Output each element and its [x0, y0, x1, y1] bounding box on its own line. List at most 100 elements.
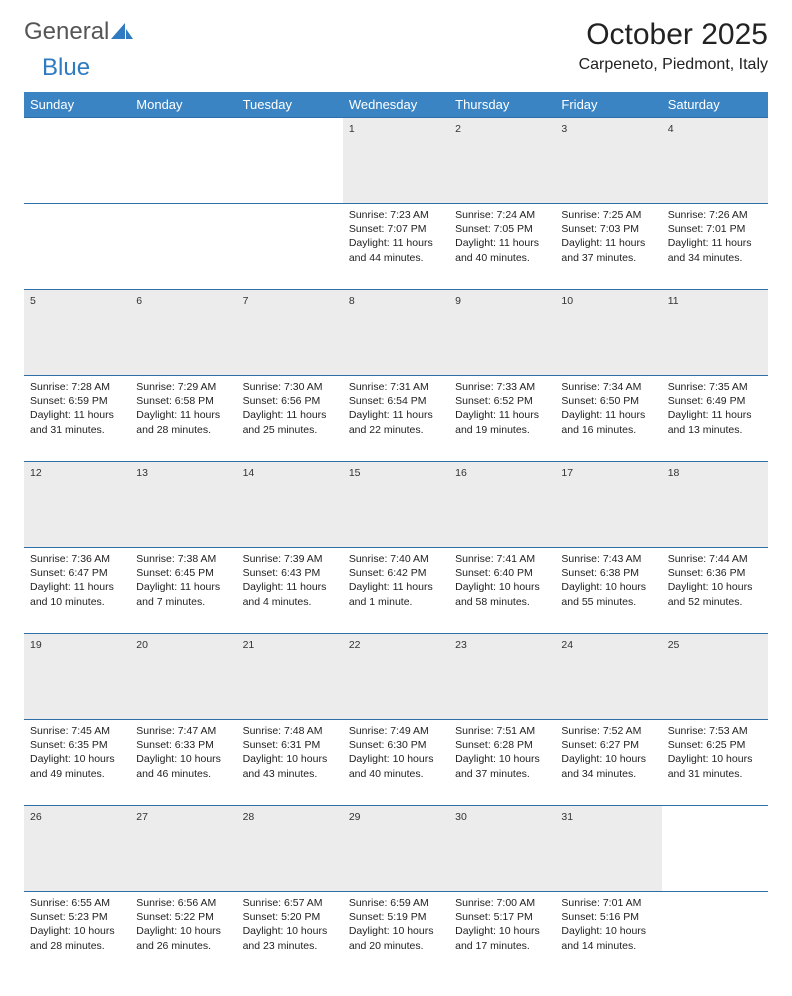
sunset-line: Sunset: 5:19 PM	[349, 911, 427, 923]
sunset-line: Sunset: 6:58 PM	[136, 395, 214, 407]
daylight-line1: Daylight: 10 hours	[561, 925, 646, 937]
sunrise-line: Sunrise: 7:30 AM	[243, 381, 323, 393]
daylight-line1: Daylight: 11 hours	[455, 409, 539, 421]
daynum-row: 262728293031	[24, 806, 768, 892]
day-detail-cell	[130, 204, 236, 290]
detail-row: Sunrise: 7:28 AMSunset: 6:59 PMDaylight:…	[24, 376, 768, 462]
day-detail-cell: Sunrise: 7:35 AMSunset: 6:49 PMDaylight:…	[662, 376, 768, 462]
daylight-line1: Daylight: 10 hours	[243, 753, 328, 765]
daynum-row: 1234	[24, 118, 768, 204]
sunrise-line: Sunrise: 7:47 AM	[136, 725, 216, 737]
daylight-line2: and 14 minutes.	[561, 940, 636, 952]
daylight-line1: Daylight: 11 hours	[243, 409, 327, 421]
daylight-line2: and 10 minutes.	[30, 596, 105, 608]
daylight-line2: and 4 minutes.	[243, 596, 312, 608]
day-number-cell: 16	[449, 462, 555, 548]
sunset-line: Sunset: 6:40 PM	[455, 567, 533, 579]
daylight-line1: Daylight: 11 hours	[561, 409, 645, 421]
sunset-line: Sunset: 6:31 PM	[243, 739, 321, 751]
day-number-cell: 18	[662, 462, 768, 548]
day-detail-cell: Sunrise: 7:31 AMSunset: 6:54 PMDaylight:…	[343, 376, 449, 462]
daylight-line2: and 44 minutes.	[349, 252, 424, 264]
day-detail-cell: Sunrise: 7:52 AMSunset: 6:27 PMDaylight:…	[555, 720, 661, 806]
daynum-row: 12131415161718	[24, 462, 768, 548]
day-detail-cell: Sunrise: 7:47 AMSunset: 6:33 PMDaylight:…	[130, 720, 236, 806]
sunrise-line: Sunrise: 7:39 AM	[243, 553, 323, 565]
daylight-line1: Daylight: 10 hours	[561, 581, 646, 593]
daylight-line2: and 43 minutes.	[243, 768, 318, 780]
calendar-table: Sunday Monday Tuesday Wednesday Thursday…	[24, 92, 768, 978]
day-detail-cell: Sunrise: 6:59 AM Sunset: 5:19 PM Daylight:…	[343, 892, 449, 978]
brand-part2: Blue	[42, 54, 90, 81]
day-number-cell: 7	[237, 290, 343, 376]
day-detail-cell	[662, 892, 768, 978]
sunrise-line: Sunrise: 7:41 AM	[455, 553, 535, 565]
day-number-cell: 6	[130, 290, 236, 376]
day-number-cell: 31	[555, 806, 661, 892]
day-number-cell: 1	[343, 118, 449, 204]
day-detail-cell: Sunrise: 7:48 AM Sunset: 6:31 PM Daylight:…	[237, 720, 343, 806]
sunset-line: Sunset: 5:20 PM	[243, 911, 321, 923]
sunrise-line: Sunrise: 6:59 AM	[349, 897, 429, 909]
daylight-line1: Daylight: 10 hours	[668, 581, 753, 593]
daylight-line1: Daylight: 11 hours	[243, 581, 327, 593]
day-detail-cell: Sunrise: 7:26 AMSunset: 7:01 PMDaylight:…	[662, 204, 768, 290]
sunrise-line: Sunrise: 7:01 AM	[561, 897, 641, 909]
sunset-line: Sunset: 6:59 PM	[30, 395, 108, 407]
daylight-line1: Daylight: 11 hours	[349, 409, 433, 421]
daylight-line2: and 19 minutes.	[455, 424, 530, 436]
day-number-cell: 2	[449, 118, 555, 204]
sunset-line: Sunset: 7:07 PM	[349, 223, 427, 235]
day-number-cell: 13	[130, 462, 236, 548]
sunrise-line: Sunrise: 7:38 AM	[136, 553, 216, 565]
daylight-line2: and 25 minutes.	[243, 424, 318, 436]
day-detail-cell: Sunrise: 7:28 AMSunset: 6:59 PMDaylight:…	[24, 376, 130, 462]
sunset-line: Sunset: 5:17 PM	[455, 911, 533, 923]
sunrise-line: Sunrise: 7:31 AM	[349, 381, 429, 393]
weekday-header: Saturday	[662, 92, 768, 118]
day-detail-cell: Sunrise: 7:00 AMSunset: 5:17 PMDaylight:…	[449, 892, 555, 978]
sunset-line: Sunset: 6:52 PM	[455, 395, 533, 407]
weekday-header-row: Sunday Monday Tuesday Wednesday Thursday…	[24, 92, 768, 118]
day-number-cell: 28	[237, 806, 343, 892]
day-detail-cell: Sunrise: 7:24 AMSunset: 7:05 PMDaylight:…	[449, 204, 555, 290]
daylight-line1: Daylight: 10 hours	[349, 925, 434, 937]
daylight-line1: Daylight: 10 hours	[668, 753, 753, 765]
day-number-cell: 30	[449, 806, 555, 892]
day-detail-cell: Sunrise: 7:44 AMSunset: 6:36 PMDaylight:…	[662, 548, 768, 634]
weekday-header: Thursday	[449, 92, 555, 118]
daylight-line1: Daylight: 11 hours	[30, 581, 114, 593]
daylight-line2: and 58 minutes.	[455, 596, 530, 608]
sunset-line: Sunset: 6:25 PM	[668, 739, 746, 751]
day-number-cell: 29	[343, 806, 449, 892]
day-detail-cell: Sunrise: 6:56 AMSunset: 5:22 PMDaylight:…	[130, 892, 236, 978]
day-number-cell: 27	[130, 806, 236, 892]
day-detail-cell: Sunrise: 7:45 AMSunset: 6:35 PMDaylight:…	[24, 720, 130, 806]
sunrise-line: Sunrise: 6:56 AM	[136, 897, 216, 909]
daylight-line1: Daylight: 10 hours	[561, 753, 646, 765]
sunset-line: Sunset: 5:23 PM	[30, 911, 108, 923]
day-number-cell: 4	[662, 118, 768, 204]
day-detail-cell: Sunrise: 7:23 AMSunset: 7:07 PMDaylight:…	[343, 204, 449, 290]
day-number-cell: 10	[555, 290, 661, 376]
daylight-line2: and 16 minutes.	[561, 424, 636, 436]
day-detail-cell: Sunrise: 7:38 AMSunset: 6:45 PMDaylight:…	[130, 548, 236, 634]
sunrise-line: Sunrise: 7:45 AM	[30, 725, 110, 737]
day-detail-cell: Sunrise: 6:55 AMSunset: 5:23 PMDaylight:…	[24, 892, 130, 978]
day-number-cell: 14	[237, 462, 343, 548]
daylight-line2: and 28 minutes.	[136, 424, 211, 436]
day-number-cell: 23	[449, 634, 555, 720]
sunrise-line: Sunrise: 7:48 AM	[243, 725, 323, 737]
daylight-line2: and 23 minutes.	[243, 940, 318, 952]
daylight-line1: Daylight: 10 hours	[30, 925, 115, 937]
daynum-row: 567891011	[24, 290, 768, 376]
sunset-line: Sunset: 5:16 PM	[561, 911, 639, 923]
daylight-line2: and 22 minutes.	[349, 424, 424, 436]
daylight-line2: and 31 minutes.	[30, 424, 105, 436]
sunset-line: Sunset: 6:38 PM	[561, 567, 639, 579]
daylight-line2: and 20 minutes.	[349, 940, 424, 952]
day-number-cell: 8	[343, 290, 449, 376]
sunrise-line: Sunrise: 7:34 AM	[561, 381, 641, 393]
daylight-line1: Daylight: 10 hours	[136, 753, 221, 765]
day-detail-cell: Sunrise: 7:49 AMSunset: 6:30 PMDaylight:…	[343, 720, 449, 806]
